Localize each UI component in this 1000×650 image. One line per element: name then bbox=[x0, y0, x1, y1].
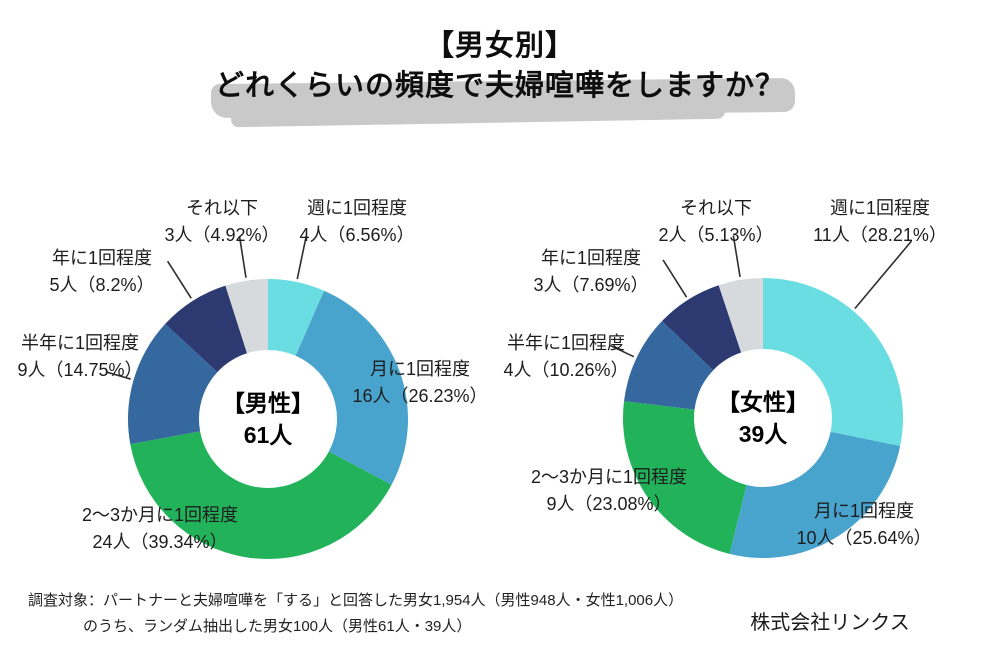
slice-label-female-2-3months: 2〜3か月に1回程度 9人（23.08%） bbox=[530, 467, 688, 514]
slice-label-female-less: それ以下 2人（5.13%） bbox=[658, 198, 774, 245]
donut-slice-1 bbox=[295, 290, 408, 485]
leader-line-0 bbox=[854, 240, 913, 309]
survey-footnote-line2: のうち、ランダム抽出した男女100人（男性61人・39人） bbox=[83, 618, 472, 635]
chart-title: 【男女別】 どれくらいの頻度で夫婦喧嘩をしますか？ bbox=[0, 26, 1000, 106]
donut-slice-2 bbox=[130, 431, 392, 560]
center-label-male-total: 61人 bbox=[243, 422, 293, 448]
center-label-female: 【女性】 39人 bbox=[717, 386, 809, 450]
leader-line-4 bbox=[166, 260, 192, 299]
center-label-female-total: 39人 bbox=[738, 421, 788, 447]
slice-label-male-less: それ以下 3人（4.92%） bbox=[164, 198, 280, 245]
center-label-female-group: 【女性】 bbox=[717, 389, 809, 415]
donut-chart-female: 【女性】 39人 bbox=[609, 235, 913, 568]
company-name: 株式会社リンクス bbox=[750, 612, 910, 634]
chart-title-line2: どれくらいの頻度で夫婦喧嘩をしますか？ bbox=[0, 66, 1000, 106]
slice-label-female-monthly: 月に1回程度 10人（25.64%） bbox=[796, 501, 932, 548]
leader-line-3 bbox=[609, 344, 635, 358]
slice-label-female-yearly: 年に1回程度 3人（7.69%） bbox=[533, 248, 649, 295]
donut-slice-5 bbox=[718, 278, 763, 353]
leader-line-5 bbox=[238, 236, 247, 278]
donut-slice-0 bbox=[268, 279, 325, 356]
donut-slice-5 bbox=[225, 279, 268, 354]
title-highlight-marker: どれくらいの頻度で夫婦喧嘩をしますか？ bbox=[215, 66, 785, 106]
leader-line-4 bbox=[662, 259, 688, 298]
slice-label-male-halfyear: 半年に1回程度 9人（14.75%） bbox=[17, 333, 143, 380]
slice-label-female-halfyear: 半年に1回程度 4人（10.26%） bbox=[503, 333, 629, 380]
leader-line-3 bbox=[105, 371, 131, 380]
donut-chart-male: 【男性】 61人 bbox=[105, 235, 418, 569]
slice-label-female-weekly: 週に1回程度 11人（28.21%） bbox=[813, 198, 947, 245]
donut-slice-0 bbox=[763, 278, 903, 447]
survey-footnote: 調査対象：パートナーと夫婦喧嘩を「する」と回答した男女1,954人（男性948人… bbox=[28, 588, 683, 640]
survey-footnote-line1: 調査対象：パートナーと夫婦喧嘩を「する」と回答した男女1,954人（男性948人… bbox=[28, 592, 684, 609]
slice-label-male-2-3months: 2〜3か月に1回程度 24人（39.34%） bbox=[81, 505, 239, 552]
slice-label-male-monthly: 月に1回程度 16人（26.23%） bbox=[352, 359, 488, 406]
leader-line-5 bbox=[732, 235, 741, 277]
slice-label-male-yearly: 年に1回程度 5人（8.2%） bbox=[49, 248, 155, 295]
donut-slice-3 bbox=[128, 323, 218, 445]
donut-slice-1 bbox=[729, 431, 901, 558]
donut-svg bbox=[105, 235, 408, 560]
donut-svg bbox=[609, 235, 913, 558]
donut-slice-2 bbox=[623, 401, 747, 554]
center-label-male-group: 【男性】 bbox=[222, 390, 314, 416]
leader-line-0 bbox=[296, 235, 308, 280]
slice-label-male-weekly: 週に1回程度 4人（6.56%） bbox=[299, 198, 415, 245]
donut-slice-4 bbox=[165, 285, 248, 373]
donut-slice-3 bbox=[624, 321, 714, 410]
center-label-male: 【男性】 61人 bbox=[222, 387, 314, 451]
donut-slice-4 bbox=[662, 285, 742, 371]
chart-title-line1: 【男女別】 bbox=[424, 30, 575, 62]
